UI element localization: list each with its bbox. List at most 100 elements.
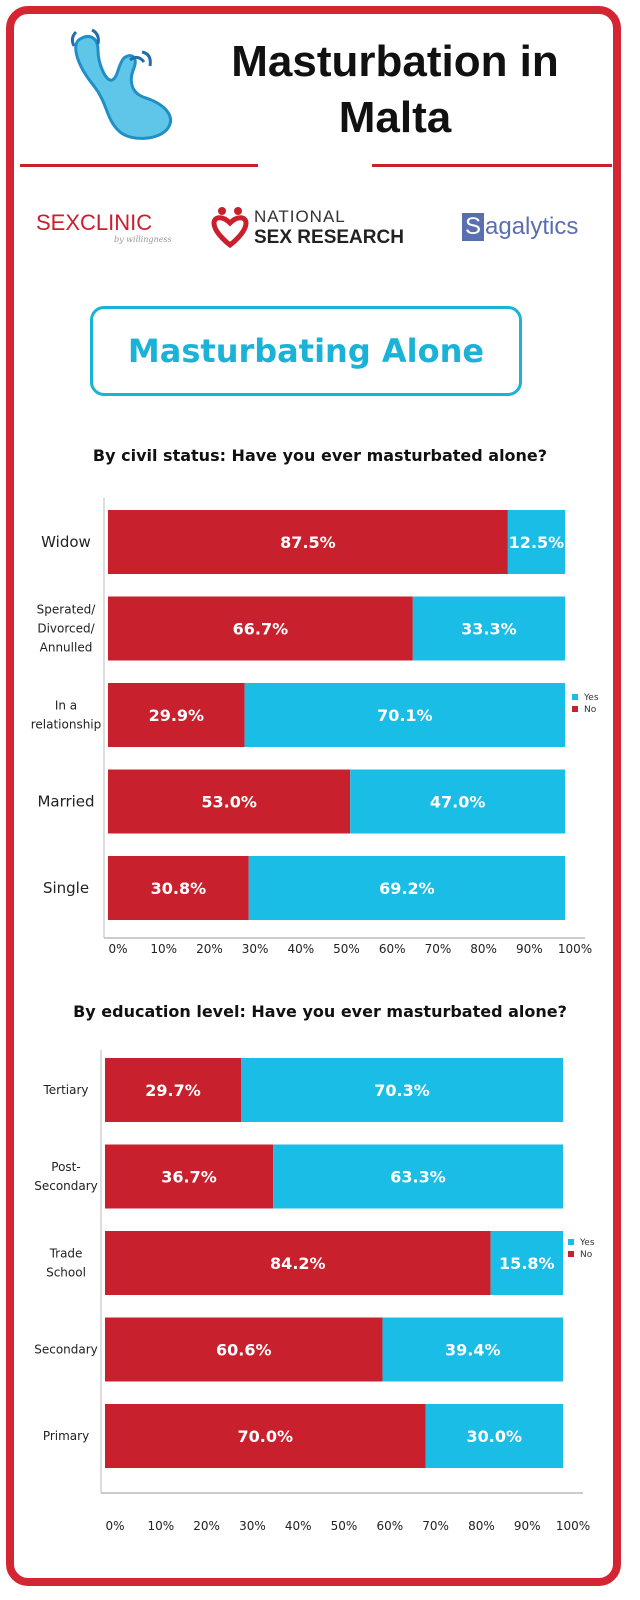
x-tick-label-4: 40% bbox=[285, 1519, 312, 1533]
bar-label-yes-3: 47.0% bbox=[430, 793, 486, 812]
bar-no-3 bbox=[108, 769, 351, 834]
sagalytics-rest: agalytics bbox=[485, 213, 579, 240]
x-tick-label-9: 90% bbox=[516, 942, 543, 956]
bar-label-yes-0: 70.3% bbox=[374, 1081, 430, 1100]
legend-label-no: No bbox=[580, 1250, 593, 1260]
x-tick-label-6: 60% bbox=[379, 942, 406, 956]
chart-2-title: By education level: Have you ever mastur… bbox=[73, 1002, 567, 1021]
bar-yes-3 bbox=[382, 1317, 563, 1382]
bar-label-yes-1: 63.3% bbox=[390, 1168, 446, 1187]
category-label-2: In a relationship bbox=[31, 699, 102, 732]
bar-yes-0 bbox=[241, 1058, 563, 1122]
x-tick-label-9: 90% bbox=[514, 1519, 541, 1533]
bar-no-1 bbox=[105, 1144, 274, 1209]
toy-logo-icon bbox=[68, 24, 180, 148]
bar-yes-2 bbox=[244, 683, 565, 747]
legend-swatch-no bbox=[568, 1251, 574, 1257]
nsr-line-2: SEX RESEARCH bbox=[254, 227, 404, 248]
bar-no-2 bbox=[108, 683, 245, 747]
category-label-3: Married bbox=[37, 793, 94, 811]
bar-label-no-1: 66.7% bbox=[233, 620, 289, 639]
x-tick-label-8: 80% bbox=[468, 1519, 495, 1533]
bar-label-no-2: 29.9% bbox=[149, 706, 205, 725]
category-label-4: Primary bbox=[43, 1429, 89, 1443]
category-label-0: Tertiary bbox=[42, 1083, 88, 1097]
section-title-box: Masturbating Alone bbox=[90, 306, 522, 396]
sagalytics-initial: S bbox=[462, 213, 485, 241]
x-tick-label-0: 0% bbox=[108, 942, 127, 956]
x-tick-label-2: 20% bbox=[196, 942, 223, 956]
bar-label-yes-1: 33.3% bbox=[461, 620, 517, 639]
bar-label-yes-4: 69.2% bbox=[379, 879, 435, 898]
header-divider-right bbox=[372, 164, 612, 167]
bar-no-4 bbox=[108, 856, 249, 920]
category-label-0: Widow bbox=[41, 533, 91, 551]
bar-no-2 bbox=[105, 1231, 491, 1295]
x-tick-label-7: 70% bbox=[425, 942, 452, 956]
page-title: Masturbation in Malta bbox=[180, 34, 610, 146]
bar-label-no-4: 70.0% bbox=[238, 1427, 294, 1446]
sexclinic-word-1: SEX bbox=[36, 210, 81, 235]
sexclinic-word-2: CLINIC bbox=[80, 210, 153, 235]
civil-status-chart: 87.5% 12.5% Widow 66.7% 33.3% Sperated/Divorc… bbox=[31, 498, 599, 956]
x-tick-label-8: 80% bbox=[470, 942, 497, 956]
bar-label-no-3: 53.0% bbox=[201, 793, 257, 812]
category-label-3: Secondary bbox=[34, 1343, 98, 1357]
category-label-2: Trade School bbox=[46, 1247, 86, 1280]
x-tick-label-3: 30% bbox=[242, 942, 269, 956]
bar-yes-3 bbox=[350, 769, 565, 834]
national-sex-research-logo: NATIONAL SEX RESEARCH bbox=[210, 205, 440, 255]
sexclinic-logo: SEXCLINIC by willingness bbox=[36, 210, 172, 244]
bar-no-3 bbox=[105, 1317, 383, 1382]
x-tick-label-6: 60% bbox=[376, 1519, 403, 1533]
legend-swatch-yes bbox=[572, 694, 578, 700]
legend-label-yes: Yes bbox=[579, 1238, 595, 1248]
bar-yes-4 bbox=[425, 1404, 563, 1468]
x-tick-label-3: 30% bbox=[239, 1519, 266, 1533]
x-tick-label-1: 10% bbox=[150, 942, 177, 956]
x-tick-label-2: 20% bbox=[193, 1519, 220, 1533]
legend-label-yes: Yes bbox=[583, 693, 599, 703]
x-tick-label-4: 40% bbox=[287, 942, 314, 956]
heart-people-icon bbox=[211, 207, 249, 249]
bar-yes-1 bbox=[273, 1144, 563, 1209]
x-tick-label-1: 10% bbox=[147, 1519, 174, 1533]
bar-no-0 bbox=[105, 1058, 242, 1122]
bar-label-yes-2: 15.8% bbox=[499, 1254, 555, 1273]
bar-label-yes-4: 30.0% bbox=[467, 1427, 523, 1446]
bar-yes-1 bbox=[412, 596, 565, 661]
bar-yes-4 bbox=[248, 856, 566, 920]
bar-label-no-1: 36.7% bbox=[161, 1168, 217, 1187]
bar-label-yes-2: 70.1% bbox=[377, 706, 433, 725]
title-line-1: Masturbation in bbox=[231, 37, 559, 86]
bar-no-1 bbox=[108, 596, 413, 661]
chart-1-title: By civil status: Have you ever masturbat… bbox=[92, 446, 548, 465]
bar-yes-2 bbox=[490, 1231, 563, 1295]
header-divider-left bbox=[20, 164, 258, 167]
x-tick-label-0: 0% bbox=[105, 1519, 124, 1533]
section-title: Masturbating Alone bbox=[127, 332, 485, 370]
bar-label-no-0: 29.7% bbox=[145, 1081, 201, 1100]
category-label-1: Post-Secondary bbox=[34, 1160, 98, 1193]
x-tick-label-10: 100% bbox=[556, 1519, 590, 1533]
bar-no-0 bbox=[108, 510, 508, 574]
education-level-chart: 29.7% 70.3% Tertiary 36.7% 63.3% Post-Seconda… bbox=[34, 1050, 595, 1533]
bar-label-no-2: 84.2% bbox=[270, 1254, 326, 1273]
bar-label-yes-3: 39.4% bbox=[445, 1341, 501, 1360]
nsr-line-1: NATIONAL bbox=[254, 207, 346, 226]
category-label-1: Sperated/Divorced/Annulled bbox=[37, 603, 97, 655]
title-line-2: Malta bbox=[338, 93, 452, 142]
x-tick-label-10: 100% bbox=[558, 942, 592, 956]
bar-label-no-4: 30.8% bbox=[151, 879, 207, 898]
bar-no-4 bbox=[105, 1404, 426, 1468]
bar-label-no-3: 60.6% bbox=[216, 1341, 272, 1360]
sexclinic-sub: by willingness bbox=[114, 235, 172, 244]
legend-label-no: No bbox=[584, 705, 597, 715]
legend-swatch-yes bbox=[568, 1239, 574, 1245]
bar-yes-0 bbox=[507, 510, 565, 574]
x-tick-label-7: 70% bbox=[422, 1519, 449, 1533]
x-tick-label-5: 50% bbox=[333, 942, 360, 956]
legend-swatch-no bbox=[572, 706, 578, 712]
x-tick-label-5: 50% bbox=[331, 1519, 358, 1533]
